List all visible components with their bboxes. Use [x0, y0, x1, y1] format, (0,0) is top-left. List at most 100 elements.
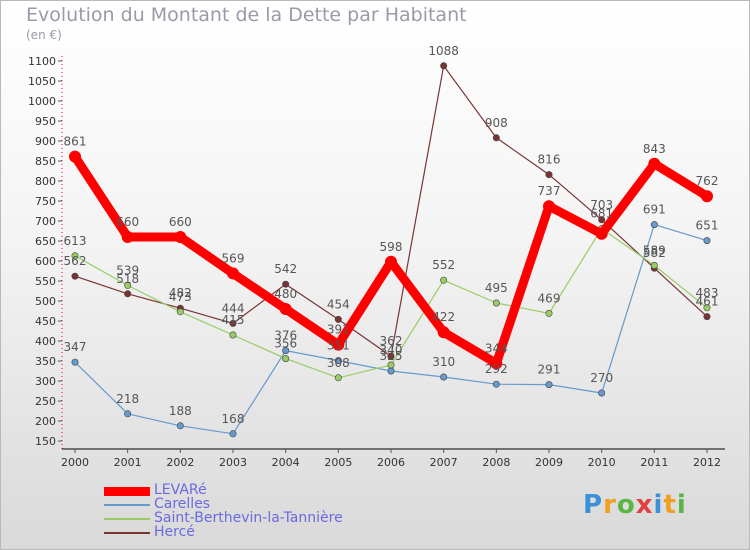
- y-tick-label: 1050: [28, 75, 56, 88]
- data-label: 660: [116, 215, 139, 229]
- y-tick-label: 1000: [28, 95, 56, 108]
- data-label: 356: [274, 337, 297, 351]
- legend-swatch-carelles: [104, 504, 150, 506]
- data-point: [121, 231, 134, 243]
- data-label: 168: [222, 412, 245, 426]
- series-layer: [69, 62, 713, 438]
- data-label: 188: [169, 404, 192, 418]
- data-point: [492, 134, 500, 142]
- data-label: 613: [64, 234, 87, 248]
- y-tick-label: 700: [35, 215, 56, 228]
- data-label: 340: [380, 343, 403, 357]
- x-tick-label: 2000: [61, 456, 89, 469]
- x-tick-label: 2001: [114, 456, 142, 469]
- data-label: 518: [116, 272, 139, 286]
- data-point: [71, 358, 79, 366]
- y-tick-label: 500: [35, 295, 56, 308]
- data-point: [334, 315, 342, 323]
- data-point: [229, 331, 237, 339]
- data-point: [227, 267, 239, 280]
- legend-label-saint-berthevin: Saint-Berthevin-la-Tannière: [154, 510, 343, 526]
- data-point: [543, 200, 555, 213]
- data-label: 651: [696, 219, 719, 233]
- data-label: 362: [380, 334, 403, 348]
- x-tick-label: 2010: [588, 456, 616, 469]
- data-point: [387, 352, 395, 360]
- data-label: 308: [327, 356, 350, 370]
- y-tick-label: 650: [35, 235, 56, 248]
- y-tick-label: 150: [35, 435, 56, 448]
- data-point: [282, 280, 290, 288]
- data-label: 569: [222, 251, 245, 265]
- data-point: [282, 355, 290, 363]
- data-label: 344: [485, 341, 508, 355]
- y-tick-label: 950: [35, 115, 56, 128]
- data-point: [176, 422, 184, 430]
- data-point: [385, 255, 397, 268]
- data-point: [334, 374, 342, 382]
- legend-swatch-saint-berthevin: [104, 518, 150, 520]
- legend-label-carelles: Carelles: [154, 496, 211, 512]
- data-label: 861: [64, 135, 87, 149]
- x-tick-label: 2004: [272, 456, 300, 469]
- legend-label-levare: LEVARé: [154, 482, 207, 498]
- data-label: 582: [643, 246, 666, 260]
- data-point: [650, 261, 658, 269]
- data-point: [387, 367, 395, 375]
- data-label: 1088: [428, 44, 459, 58]
- data-point: [492, 299, 500, 307]
- data-point: [229, 430, 237, 438]
- x-tick-label: 2011: [640, 456, 668, 469]
- data-label: 347: [64, 340, 87, 354]
- x-tick-label: 2012: [693, 456, 721, 469]
- data-label: 539: [116, 263, 139, 277]
- data-point: [440, 62, 448, 70]
- data-label: 843: [643, 142, 666, 156]
- data-label: 762: [696, 174, 719, 188]
- data-point: [440, 276, 448, 284]
- data-point: [437, 326, 450, 339]
- data-label: 444: [222, 301, 245, 315]
- legend-label-herce: Hercé: [154, 524, 195, 540]
- x-tick-label: 2003: [219, 456, 247, 469]
- data-label: 681: [590, 207, 613, 221]
- data-label: 482: [169, 286, 192, 300]
- x-tick-label: 2008: [482, 456, 510, 469]
- y-tick-label: 400: [35, 335, 56, 348]
- data-label: 391: [327, 323, 350, 337]
- data-label: 480: [274, 287, 297, 301]
- y-tick-label: 450: [35, 315, 56, 328]
- data-point: [387, 361, 395, 369]
- data-point: [174, 231, 187, 243]
- data-point: [598, 216, 606, 224]
- data-point: [648, 157, 661, 170]
- data-label: 542: [274, 262, 297, 276]
- x-tick-label: 2005: [324, 456, 352, 469]
- data-label: 703: [590, 198, 613, 212]
- data-point: [124, 410, 132, 418]
- data-point: [545, 171, 553, 179]
- data-point: [282, 347, 290, 355]
- data-label: 691: [643, 203, 666, 217]
- data-point: [69, 150, 81, 163]
- data-point: [332, 338, 345, 351]
- data-point: [650, 221, 658, 229]
- data-labels-layer: 861 660 660 569 480 391 598 422 344 737 843 762 347 2…: [64, 44, 719, 426]
- data-label: 310: [432, 355, 455, 369]
- data-label: 562: [64, 254, 87, 268]
- data-point: [229, 319, 237, 327]
- proxiti-logo: Proxiti: [583, 490, 687, 520]
- data-label: 552: [432, 258, 455, 272]
- data-point: [545, 381, 553, 389]
- data-label: 598: [380, 240, 403, 254]
- y-tick-label: 550: [35, 275, 56, 288]
- data-label: 351: [327, 339, 350, 353]
- data-point: [701, 190, 713, 203]
- data-point: [440, 373, 448, 381]
- data-label: 218: [116, 392, 139, 406]
- data-label: 737: [538, 184, 561, 198]
- y-tick-label: 850: [35, 155, 56, 168]
- x-tick-label: 2002: [166, 456, 194, 469]
